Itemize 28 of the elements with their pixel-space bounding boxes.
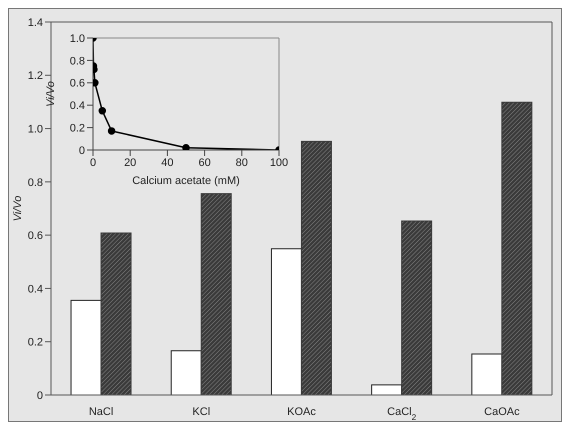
x-tick-label: CaCl$_{2}$ <box>387 406 417 422</box>
y-tick-label: 1.4 <box>28 16 43 29</box>
x-tick-label: 60 <box>198 156 211 169</box>
y-tick-label: 0.4 <box>70 100 85 112</box>
y-tick-label: 0.6 <box>70 78 85 90</box>
x-axis-title: Calcium acetate (mM) <box>132 175 240 187</box>
y-tick-label: 1.2 <box>28 70 43 82</box>
y-tick-label: 0 <box>78 144 85 157</box>
y-tick-label: 0.4 <box>28 283 43 296</box>
x-tick-label: 0 <box>90 156 96 169</box>
x-tick-label: CaOAc <box>484 406 520 418</box>
y-tick-label: 1.0 <box>28 123 43 136</box>
y-tick-label: 0.8 <box>70 55 85 68</box>
x-tick-label: 20 <box>124 156 136 169</box>
y-axis-title: Vi/Vo <box>12 196 24 222</box>
x-tick-label: KOAc <box>287 406 316 418</box>
x-tick-label: 80 <box>236 156 248 169</box>
x-tick-label: KCl <box>192 406 210 418</box>
y-tick-label: 0.2 <box>28 336 43 349</box>
x-tick-label: NaCl <box>88 406 114 418</box>
y-tick-label: 0.6 <box>28 230 43 242</box>
x-tick-label: 100 <box>270 156 288 169</box>
y-tick-label: 0 <box>36 390 43 402</box>
y-tick-label: 1.0 <box>70 32 85 45</box>
y-tick-label: 0.2 <box>70 122 85 135</box>
x-tick-label: 40 <box>161 156 174 169</box>
y-axis-title: Vi/Vo <box>44 81 57 107</box>
y-tick-label: 0.8 <box>28 176 43 189</box>
